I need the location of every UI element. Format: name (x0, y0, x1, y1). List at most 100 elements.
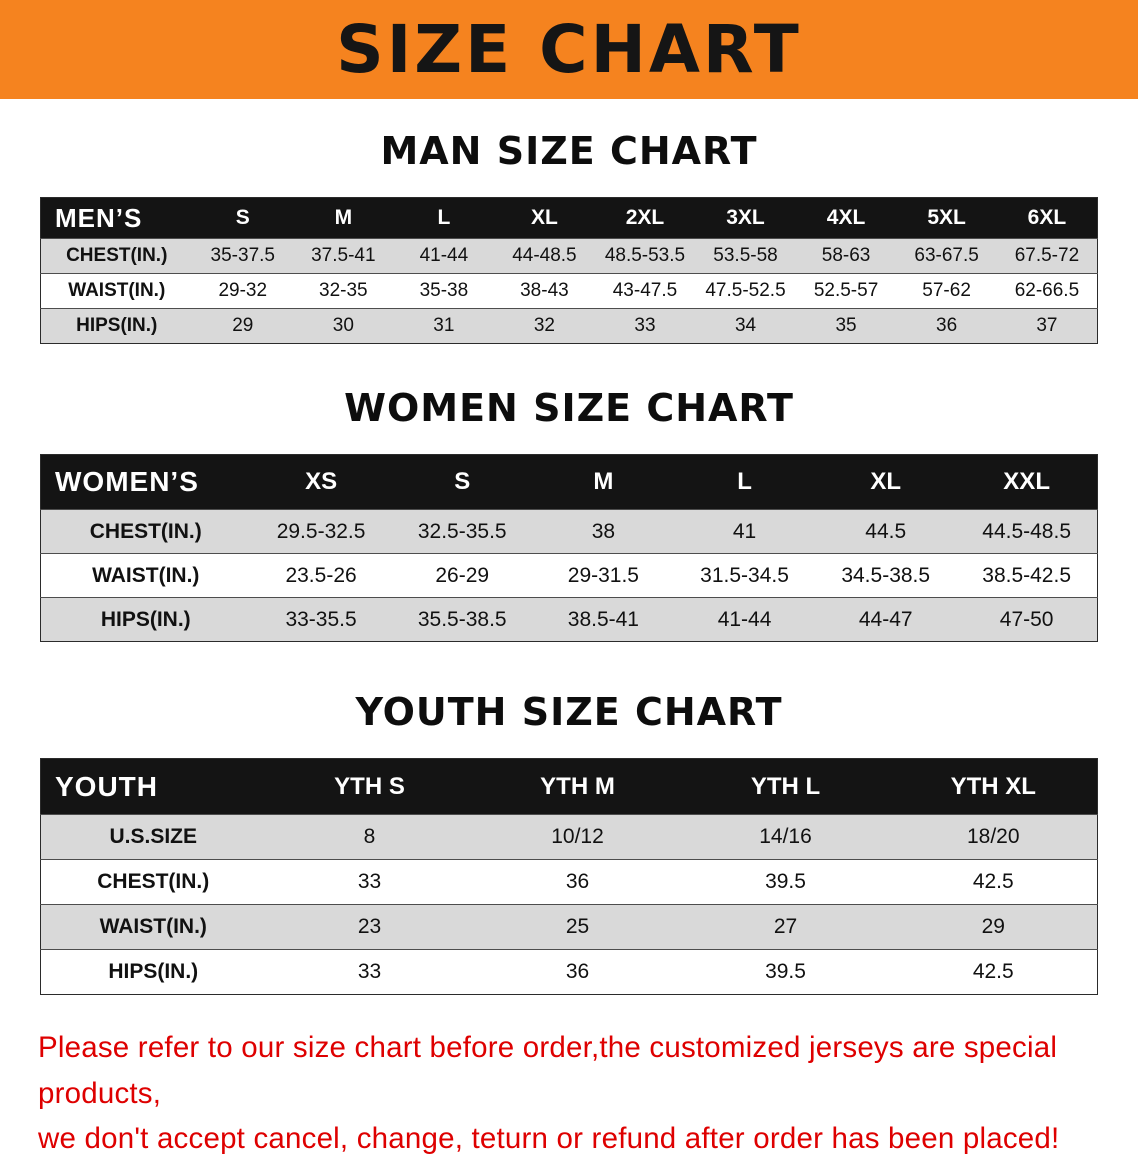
value-cell: 41 (732, 519, 757, 543)
table-row: HIPS(IN.) 29 30 31 32 33 34 35 36 37 (40, 308, 1098, 344)
value-cell: 37 (1036, 315, 1058, 336)
disclaimer-line-1: Please refer to our size chart before or… (38, 1031, 1058, 1110)
value-cell: 67.5-72 (1014, 245, 1080, 266)
value-cell: 25 (565, 915, 590, 938)
value-cell: 44-47 (858, 607, 913, 631)
column-header-cell: YTH L (750, 772, 821, 800)
row-label-cell: WAIST(IN.) (68, 280, 166, 301)
value-cell: 38.5-41 (567, 607, 639, 631)
column-header-cell: 4XL (826, 206, 866, 229)
table-row: CHEST(IN.) 29.5-32.5 32.5-35.5 38 41 44.5 44.5… (40, 509, 1098, 554)
column-header-cell: XL (870, 468, 902, 495)
youth-size-table: YOUTH YTH S YTH M YTH L YTH XL U.S.SIZE 8 10/12… (40, 758, 1098, 995)
value-cell: 10/12 (551, 825, 604, 848)
table-header-row: MEN’S S M L XL 2XL 3XL 4XL 5XL 6XL (40, 197, 1098, 239)
column-header-cell: L (737, 468, 752, 495)
value-cell: 38 (591, 519, 616, 543)
value-cell: 23.5-26 (285, 563, 357, 587)
value-cell: 58-63 (821, 245, 871, 266)
women-size-table: WOMEN’S XS S M L XL XXL CHEST(IN.) 29.5-32.5 32.5… (40, 454, 1098, 642)
value-cell: 8 (363, 825, 376, 848)
row-label-cell: HIPS(IN.) (76, 315, 158, 336)
column-header-cell: S (454, 468, 471, 495)
value-cell: 31 (433, 315, 455, 336)
value-cell: 52.5-57 (813, 280, 879, 301)
table-row: CHEST(IN.) 33 36 39.5 42.5 (40, 859, 1098, 905)
value-cell: 37.5-41 (311, 245, 376, 266)
value-cell: 29-32 (218, 280, 268, 301)
table-title-cell: MEN’S (55, 202, 143, 233)
page-title: SIZE CHART (336, 10, 802, 88)
value-cell: 41-44 (717, 607, 772, 631)
table-header-row: YOUTH YTH S YTH M YTH L YTH XL (40, 758, 1098, 815)
column-header-cell: L (437, 206, 451, 229)
table-row: HIPS(IN.) 33 36 39.5 42.5 (40, 949, 1098, 995)
value-cell: 35-38 (419, 280, 469, 301)
value-cell: 35 (835, 315, 857, 336)
column-header-cell: S (235, 206, 250, 229)
value-cell: 34 (734, 315, 757, 336)
value-cell: 30 (332, 315, 354, 336)
value-cell: 44.5-48.5 (982, 519, 1072, 543)
value-cell: 26-29 (435, 563, 490, 587)
value-cell: 42.5 (972, 870, 1014, 893)
value-cell: 36 (565, 960, 590, 983)
value-cell: 14/16 (759, 825, 812, 848)
value-cell: 33 (357, 960, 382, 983)
value-cell: 29.5-32.5 (276, 519, 366, 543)
value-cell: 42.5 (972, 960, 1014, 983)
value-cell: 39.5 (765, 960, 806, 983)
value-cell: 38.5-42.5 (982, 563, 1072, 587)
value-cell: 35.5-38.5 (417, 607, 507, 631)
women-section-heading: WOMEN SIZE CHART (344, 386, 794, 430)
table-title-cell: YOUTH (55, 770, 158, 802)
column-header-cell: M (334, 206, 353, 229)
value-cell: 43-47.5 (612, 280, 678, 301)
value-cell: 32.5-35.5 (417, 519, 507, 543)
value-cell: 33 (634, 315, 656, 336)
table-row: CHEST(IN.) 35-37.5 37.5-41 41-44 44-48.5 48.5… (40, 238, 1098, 274)
column-header-cell: XS (305, 468, 338, 495)
table-row: WAIST(IN.) 23.5-26 26-29 29-31.5 31.5-34.5 34… (40, 553, 1098, 598)
table-row: HIPS(IN.) 33-35.5 35.5-38.5 38.5-41 41-44 44-… (40, 597, 1098, 642)
value-cell: 31.5-34.5 (700, 563, 789, 587)
value-cell: 36 (936, 315, 958, 336)
table-header-row: WOMEN’S XS S M L XL XXL (40, 454, 1098, 510)
value-cell: 36 (565, 870, 590, 893)
column-header-cell: M (593, 468, 614, 495)
men-size-table: MEN’S S M L XL 2XL 3XL 4XL 5XL 6XL CHEST(IN.) 35-37… (40, 197, 1098, 344)
row-label-cell: HIPS(IN.) (108, 960, 199, 983)
value-cell: 39.5 (765, 870, 806, 893)
column-header-cell: XL (530, 206, 558, 229)
row-label-cell: CHEST(IN.) (89, 519, 202, 543)
value-cell: 44-48.5 (512, 245, 577, 266)
value-cell: 47.5-52.5 (705, 280, 786, 301)
value-cell: 32-35 (319, 280, 368, 301)
value-cell: 18/20 (966, 825, 1020, 848)
column-header-cell: YTH S (334, 772, 405, 800)
men-section-heading: MAN SIZE CHART (380, 129, 758, 173)
value-cell: 47-50 (999, 607, 1054, 631)
column-header-cell: YTH M (540, 772, 615, 800)
table-row: U.S.SIZE 8 10/12 14/16 18/20 (40, 814, 1098, 860)
youth-section-heading: YOUTH SIZE CHART (355, 690, 783, 734)
column-header-cell: 6XL (1027, 206, 1067, 229)
table-row: WAIST(IN.) 23 25 27 29 (40, 904, 1098, 950)
value-cell: 35-37.5 (210, 245, 275, 266)
column-header-cell: 3XL (726, 206, 765, 229)
row-label-cell: HIPS(IN.) (100, 607, 191, 631)
value-cell: 63-67.5 (914, 245, 979, 266)
value-cell: 41-44 (419, 245, 469, 266)
table-row: WAIST(IN.) 29-32 32-35 35-38 38-43 43-47.5 47.… (40, 273, 1098, 309)
row-label-cell: U.S.SIZE (109, 825, 198, 848)
value-cell: 29 (232, 315, 254, 336)
value-cell: 44.5 (865, 519, 907, 543)
column-header-cell: YTH XL (950, 772, 1036, 800)
value-cell: 53.5-58 (713, 245, 778, 266)
value-cell: 27 (773, 915, 798, 938)
row-label-cell: WAIST(IN.) (99, 915, 207, 938)
banner: SIZE CHART (0, 0, 1138, 99)
value-cell: 29-31.5 (567, 563, 639, 587)
row-label-cell: WAIST(IN.) (92, 563, 200, 587)
